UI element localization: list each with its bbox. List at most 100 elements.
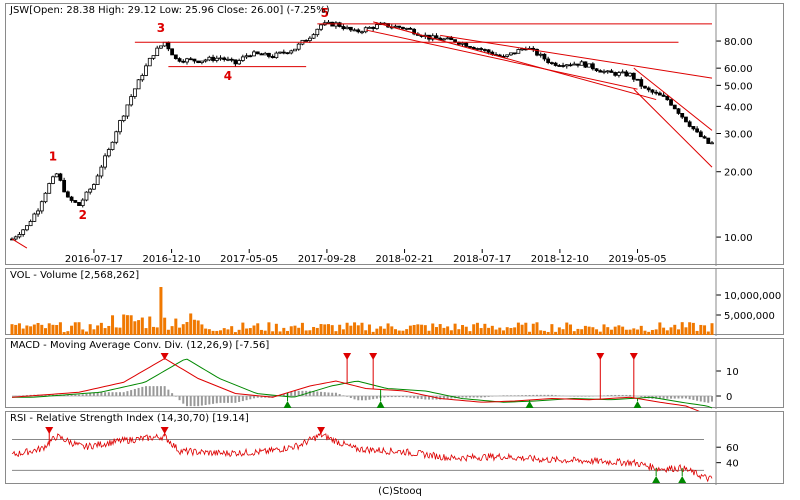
volume-bar <box>300 322 304 335</box>
volume-bar <box>673 324 677 335</box>
candle-body <box>516 49 521 54</box>
candle-body <box>136 79 141 90</box>
rsi-sell-signal <box>160 427 169 434</box>
candle-body <box>278 51 282 54</box>
macd-histogram-bar <box>699 396 702 402</box>
candle-body <box>643 85 647 89</box>
volume-bar <box>457 329 461 335</box>
candle-body <box>58 173 63 181</box>
macd-histogram-bar <box>100 392 103 396</box>
volume-bar <box>185 322 189 335</box>
volume-bar <box>710 323 714 335</box>
candle-body <box>162 41 167 47</box>
macd-histogram-bar <box>640 396 643 398</box>
macd-histogram-bar <box>22 395 25 396</box>
price-y-tick-label: 30.00 <box>724 130 753 141</box>
macd-panel-title: MACD - Moving Average Conv. Div. (12,26,… <box>10 340 270 351</box>
macd-histogram-bar <box>241 396 244 402</box>
volume-bar <box>371 331 375 335</box>
volume-bar <box>114 327 118 335</box>
volume-bar <box>99 322 103 335</box>
volume-bar <box>453 323 457 335</box>
macd-histogram-bar <box>282 394 285 396</box>
volume-bar <box>334 331 338 335</box>
volume-bar <box>21 328 25 335</box>
volume-bar <box>639 325 643 335</box>
volume-bar <box>572 331 576 335</box>
ohlc-label: [Open: 28.38 High: 29.12 Low: 25.96 Clos… <box>29 5 330 16</box>
candle-body <box>460 42 465 45</box>
macd-histogram-bar <box>703 396 706 403</box>
volume-bar <box>226 329 230 335</box>
volume-bar <box>159 287 163 335</box>
candle-body <box>32 213 37 222</box>
candle-body <box>594 68 599 72</box>
macd-histogram-bar <box>573 396 576 397</box>
volume-bar <box>263 330 267 335</box>
macd-histogram-bar <box>576 396 579 397</box>
candle-body <box>147 57 152 67</box>
macd-histogram-bar <box>204 396 207 406</box>
candle-body <box>710 142 714 145</box>
candle-body <box>587 63 592 68</box>
volume-bar <box>427 330 431 335</box>
volume-bar <box>360 322 364 335</box>
volume-bar <box>330 325 334 335</box>
macd-histogram-bar <box>353 396 356 400</box>
macd-histogram-bar <box>409 396 412 398</box>
macd-histogram-bar <box>331 392 334 396</box>
price-panel-title: JSW[Open: 28.38 High: 29.12 Low: 25.96 C… <box>10 5 330 16</box>
candle-body <box>698 131 703 138</box>
macd-histogram-bar <box>130 390 133 396</box>
candle-body <box>140 75 145 81</box>
candle-body <box>590 63 595 70</box>
volume-bar <box>505 327 509 335</box>
macd-histogram-bar <box>115 392 118 396</box>
macd-histogram-bar <box>387 396 390 398</box>
volume-bar <box>438 324 442 335</box>
macd-histogram-bar <box>334 392 337 396</box>
volume-bar <box>658 322 662 335</box>
volume-bar <box>561 329 565 335</box>
candle-body <box>281 51 286 54</box>
candle-body <box>203 59 208 62</box>
macd-histogram-bar <box>357 396 360 401</box>
candle-body <box>274 52 279 59</box>
volume-bar <box>40 324 44 335</box>
volume-bar <box>252 325 256 335</box>
volume-bar <box>125 315 129 335</box>
volume-bar <box>73 322 77 335</box>
volume-bar <box>92 329 96 335</box>
candle-body <box>520 48 525 51</box>
macd-histogram-bar <box>394 396 397 398</box>
volume-bar <box>550 324 554 335</box>
volume-bar <box>680 322 684 335</box>
rsi-y-tick-label: 60 <box>726 443 739 454</box>
candle-body <box>475 48 480 50</box>
volume-bar <box>211 330 215 335</box>
macd-histogram-bar <box>606 395 609 396</box>
candle-body <box>214 57 219 61</box>
candle-body <box>479 48 484 50</box>
volume-bar <box>137 320 141 335</box>
volume-bar <box>245 328 249 335</box>
candle-body <box>99 166 104 177</box>
macd-histogram-bar <box>186 396 188 407</box>
candle-body <box>535 48 539 56</box>
candle-body <box>549 62 554 64</box>
candle-body <box>132 88 137 97</box>
price-x-tick-label: 2016-07-17 <box>65 254 123 265</box>
candle-body <box>289 50 294 54</box>
macd-histogram-bar <box>696 396 699 401</box>
volume-bar <box>509 327 513 335</box>
candle-body <box>646 87 651 91</box>
channel-line-lower <box>365 29 638 90</box>
wave-label-3: 3 <box>157 21 165 35</box>
macd-histogram-bar <box>182 396 185 404</box>
volume-bar <box>490 325 494 335</box>
candle-body <box>24 225 29 231</box>
candle-body <box>538 53 543 56</box>
candle-body <box>315 28 320 36</box>
macd-histogram-bar <box>528 395 531 396</box>
candle-body <box>628 72 632 77</box>
